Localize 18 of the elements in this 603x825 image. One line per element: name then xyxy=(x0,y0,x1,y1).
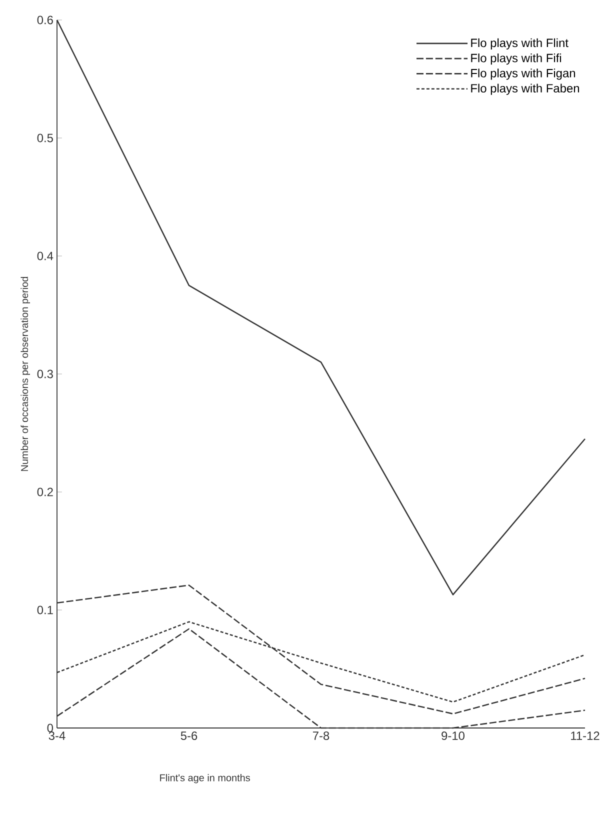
x-tick-label: 9-10 xyxy=(442,732,464,740)
legend-label: Flo plays with Flint xyxy=(471,38,568,50)
y-tick-label: 0.5 xyxy=(37,134,53,142)
y-tick-label: 0.2 xyxy=(37,488,53,496)
x-tick-label: 5-6 xyxy=(180,732,198,740)
y-tick-label: 0 xyxy=(47,724,54,732)
x-tick-label: 7-8 xyxy=(312,732,330,740)
y-tick-label: 0.6 xyxy=(37,16,53,24)
y-tick-label: 0.3 xyxy=(37,370,53,378)
y-axis-title: Number of occasions per observation period xyxy=(20,276,30,471)
y-tick-label: 0.1 xyxy=(37,606,53,614)
y-tick-label: 0.4 xyxy=(37,252,54,260)
x-tick-label: 3-4 xyxy=(48,732,66,740)
legend-label: Flo plays with Figan xyxy=(471,68,576,80)
legend-label: Flo plays with Faben xyxy=(471,84,580,95)
x-axis-title: Flint's age in months xyxy=(160,774,250,784)
x-tick-label: 11-12 xyxy=(571,732,600,740)
legend-label: Flo plays with Fifi xyxy=(471,53,562,65)
